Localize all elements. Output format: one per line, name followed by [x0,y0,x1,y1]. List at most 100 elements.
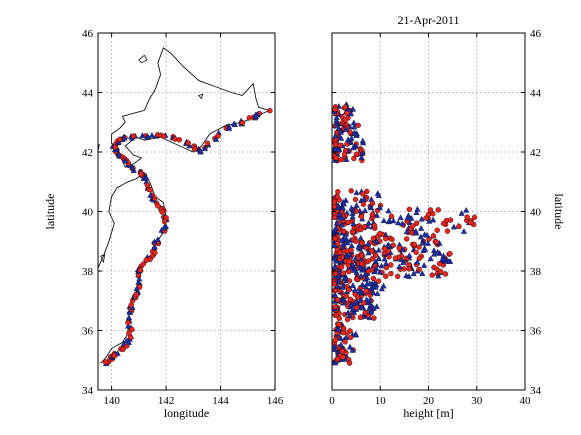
map-point-red [129,326,135,333]
height-point-red [332,106,338,112]
height-point-red [388,270,394,277]
y-tick-label: 46 [530,28,542,40]
height-point-blue [404,214,411,221]
map-point-red [185,140,191,146]
map-point-red [161,218,168,225]
height-point-blue [346,343,354,350]
map-point-red [120,346,126,353]
y-tick-label: 42 [530,147,541,159]
height-point-blue [337,334,344,341]
height-point-blue [331,255,338,261]
height-point-blue [340,241,347,247]
map-point-blue [160,224,167,231]
height-point-red [340,354,346,360]
height-point-red [334,297,341,303]
y-tick-label: 36 [82,326,94,338]
height-point-blue [351,309,358,315]
height-point-red [361,223,368,230]
x-tick-label: 20 [423,395,435,407]
height-point-blue [337,128,344,135]
map-point-blue [151,238,158,245]
x-tick-label: 140 [103,395,120,407]
height-point-blue [424,240,431,246]
height-point-red [348,247,354,253]
height-point-blue [332,359,339,366]
height-point-blue [412,227,419,234]
height-point-blue [376,268,383,275]
height-point-red [416,266,422,273]
map-point-red [138,171,144,177]
x-tick-label: 0 [329,395,335,407]
y-tick-label: 40 [530,207,542,219]
height-point-red [353,238,359,245]
map-point-blue [122,157,129,164]
height-point-red [429,272,435,278]
height-point-blue [421,262,428,268]
height-point-red [394,273,401,280]
height-point-blue [338,135,345,141]
height-point-blue [463,207,470,213]
height-point-red [357,314,364,321]
height-point-red [413,249,419,256]
height-point-blue [397,214,404,220]
y-tick-label: 44 [530,88,542,100]
map-point-blue [212,136,220,142]
height-point-blue [353,298,360,305]
height-point-red [332,141,339,148]
height-point-blue [344,239,351,246]
height-point-blue [340,200,347,207]
height-point-red [346,258,352,265]
height-point-blue [367,203,374,210]
height-point-blue [414,258,421,265]
height-point-blue [399,246,406,253]
x-tick-label: 144 [212,395,229,407]
height-point-blue [419,270,426,276]
height-point-red [334,193,341,200]
height-point-red [364,188,370,195]
height-point-blue [450,223,457,230]
height-point-red [359,260,365,267]
map-grid [98,33,275,390]
height-point-red [342,117,348,123]
height-point-red [347,334,354,341]
height-point-red [338,264,345,270]
height-point-red [358,213,365,220]
y-tick-label: 42 [82,147,93,159]
map-point-blue [135,279,142,285]
height-point-red [355,122,361,129]
height-point-red [363,288,369,294]
height-point-blue [414,205,421,212]
height-point-blue [351,129,358,136]
height-point-red [389,236,395,243]
height-point-blue [375,246,382,253]
height-point-red [436,260,443,267]
height-point-red [430,233,437,239]
height-point-blue [359,149,366,156]
height-point-red [359,240,365,246]
y-tick-label: 46 [82,28,94,40]
height-point-red [362,309,368,316]
height-point-red [340,270,346,276]
height-point-red [456,223,462,230]
height-point-red [332,270,339,277]
map-point-red [144,182,151,188]
height-point-blue [380,217,387,224]
height-point-red [334,240,341,247]
y-tick-label: 36 [530,326,542,338]
height-point-red [413,220,420,226]
coastline-island [198,93,204,100]
map-point-red [137,267,144,273]
height-point-blue [336,278,343,285]
height-point-blue [349,282,356,288]
height-point-red [345,219,352,226]
map-point-red [125,319,131,326]
height-point-red [370,275,377,282]
height-point-blue [331,346,338,352]
height-point-red [358,226,364,233]
map-points [102,108,273,367]
height-point-red [425,211,432,218]
height-point-blue [373,212,380,218]
height-point-blue [351,123,358,130]
height-point-red [347,296,354,303]
